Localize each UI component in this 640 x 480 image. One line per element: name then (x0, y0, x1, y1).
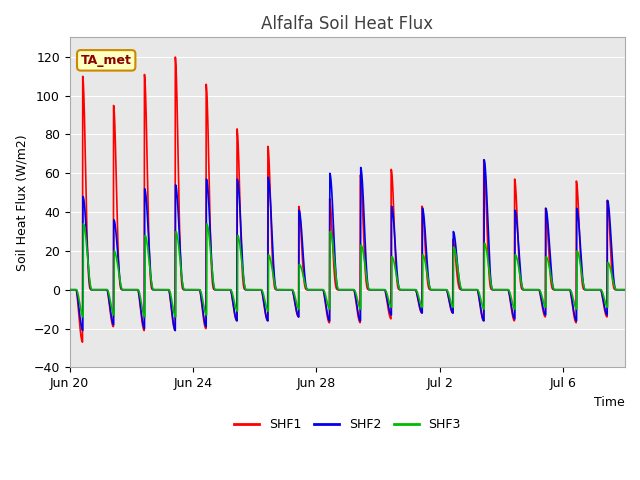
X-axis label: Time: Time (595, 396, 625, 408)
Y-axis label: Soil Heat Flux (W/m2): Soil Heat Flux (W/m2) (15, 134, 28, 271)
Text: TA_met: TA_met (81, 54, 132, 67)
Title: Alfalfa Soil Heat Flux: Alfalfa Soil Heat Flux (261, 15, 433, 33)
Legend: SHF1, SHF2, SHF3: SHF1, SHF2, SHF3 (228, 413, 466, 436)
